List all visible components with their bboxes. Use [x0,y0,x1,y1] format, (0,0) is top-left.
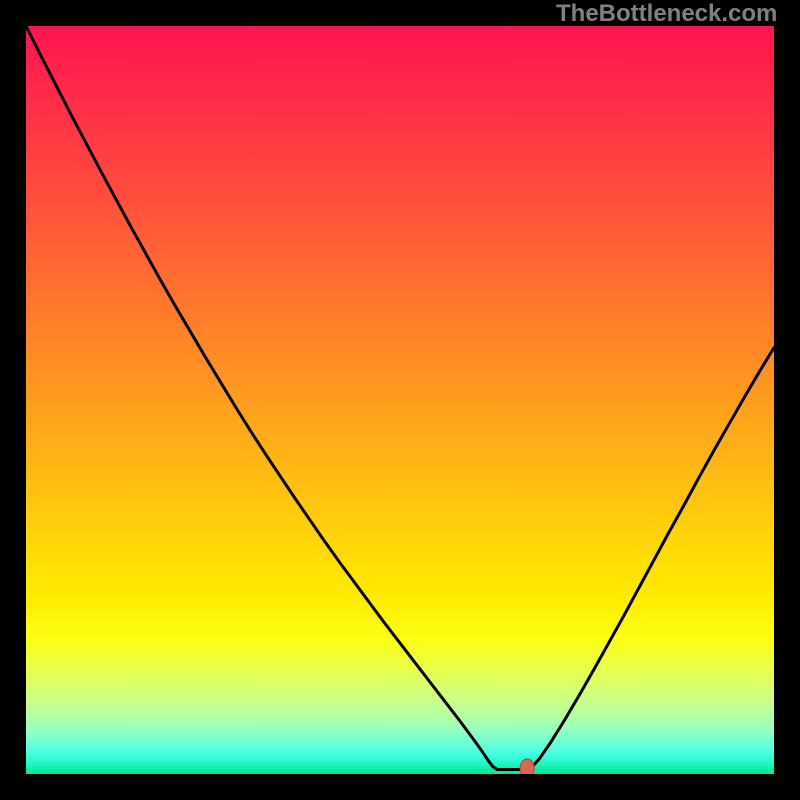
gradient-background [26,26,774,774]
watermark-text: TheBottleneck.com [556,0,777,28]
optimum-marker [520,759,534,774]
bottleneck-chart [26,26,774,774]
plot-area [26,26,774,774]
